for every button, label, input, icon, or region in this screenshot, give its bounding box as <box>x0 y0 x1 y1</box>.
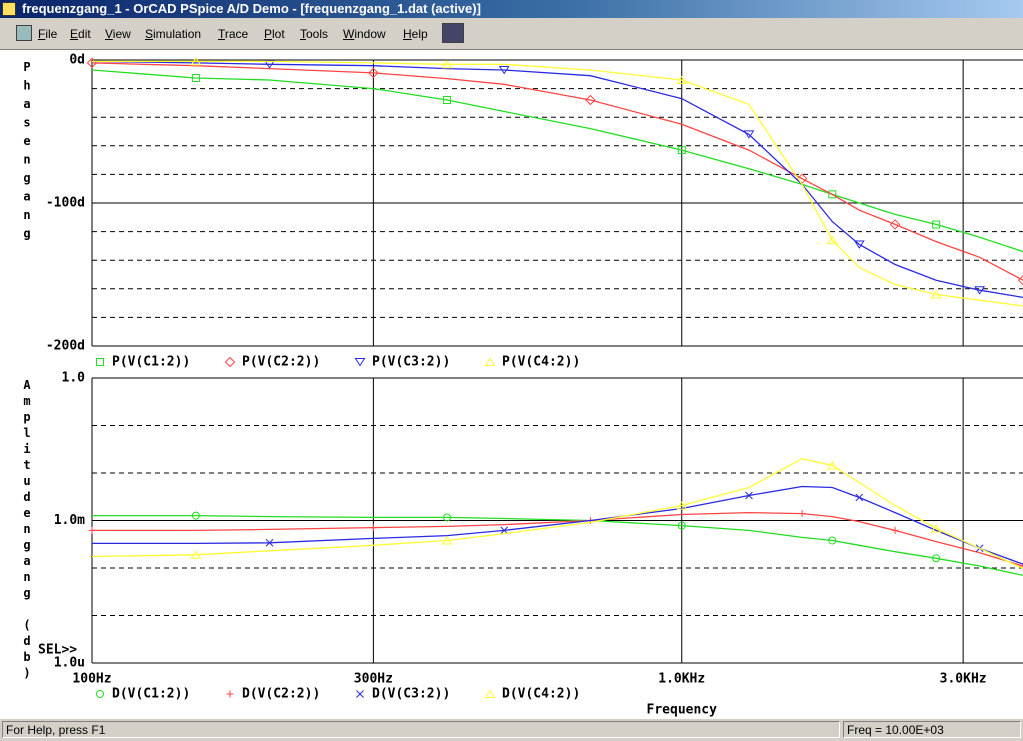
data-marker <box>1019 562 1023 570</box>
series-line <box>91 458 1023 569</box>
x-tick-label: 300Hz <box>354 672 393 687</box>
data-marker <box>798 510 806 518</box>
legend-marker <box>354 358 366 367</box>
menu-bar: File Edit View Simulation Trace Plot Too… <box>0 18 1023 50</box>
series-line <box>92 514 1023 577</box>
data-marker <box>891 526 899 534</box>
plot-window: SEL>> -200d -100d 0d P(V(C1:2)) P(V(C2:2)) P(V… <box>38 53 1023 718</box>
menu-item[interactable]: Help <box>403 27 428 41</box>
series-line <box>91 60 1023 299</box>
data-marker <box>585 94 596 106</box>
y-tick-label: 1.0u <box>54 656 85 671</box>
data-marker <box>441 59 453 69</box>
y-tick-label: 1.0 <box>62 371 86 386</box>
legend-label: P(V(C1:2)) <box>112 355 190 370</box>
data-marker <box>88 526 96 534</box>
data-marker <box>369 524 377 532</box>
menu-item[interactable]: Plot <box>264 27 285 41</box>
data-marker <box>930 524 942 533</box>
data-marker <box>826 461 838 470</box>
status-bar: For Help, press F1 Freq = 10.00E+03 <box>0 719 1023 741</box>
status-freq: Freq = 10.00E+03 <box>843 721 1021 738</box>
data-marker <box>853 240 865 249</box>
legend-label: D(V(C2:2)) <box>242 687 320 702</box>
legend-marker <box>224 356 236 368</box>
data-marker <box>796 173 808 184</box>
y-tick-label: 0d <box>69 53 85 68</box>
status-help: For Help, press F1 <box>2 721 840 738</box>
data-marker <box>745 491 753 500</box>
series-line <box>92 485 1023 565</box>
legend-marker <box>96 358 104 366</box>
legend-label: P(V(C3:2)) <box>372 355 450 370</box>
toolbar-button[interactable] <box>442 23 464 43</box>
legend-marker <box>96 690 105 698</box>
menu-item[interactable]: View <box>105 27 131 41</box>
data-marker <box>828 536 837 545</box>
data-marker <box>443 96 452 105</box>
legend-marker <box>356 690 364 698</box>
data-marker <box>974 286 986 295</box>
x-axis-title: Frequency <box>647 703 718 718</box>
data-marker <box>368 67 379 79</box>
legend-marker <box>484 357 496 366</box>
data-marker <box>932 220 941 229</box>
data-marker <box>855 493 864 502</box>
title-bar: frequenzgang_1 - OrCAD PSpice A/D Demo -… <box>0 0 1023 18</box>
menu-item[interactable]: Trace <box>218 27 249 41</box>
series-line <box>92 511 1023 567</box>
data-marker <box>190 550 202 559</box>
data-marker <box>265 538 274 547</box>
data-marker <box>930 290 942 299</box>
doc-icon[interactable] <box>16 25 32 41</box>
data-marker <box>441 536 453 545</box>
legend-marker <box>226 690 234 698</box>
window-title: frequenzgang_1 - OrCAD PSpice A/D Demo -… <box>22 1 481 16</box>
data-marker <box>676 75 688 85</box>
app-icon <box>2 2 16 16</box>
y-tick-label: 1.0m <box>54 513 85 528</box>
menu-item[interactable]: Edit <box>70 27 91 41</box>
menu-item[interactable]: File <box>38 27 58 41</box>
data-marker <box>677 146 686 155</box>
legend-label: P(V(C2:2)) <box>242 355 320 370</box>
data-marker <box>190 57 202 66</box>
data-marker <box>677 521 686 530</box>
y-axis-title: Phasengang <box>20 60 34 245</box>
series-line <box>92 60 1023 307</box>
menu-item[interactable]: Simulation <box>145 27 202 41</box>
series-line <box>91 69 1023 253</box>
data-marker <box>676 501 688 510</box>
data-marker <box>191 511 200 520</box>
sel-marker: SEL>> <box>38 643 77 658</box>
menu-item[interactable]: Tools <box>300 27 329 41</box>
x-tick-label: 100Hz <box>72 672 111 687</box>
x-tick-label: 1.0KHz <box>658 672 705 687</box>
legend-label: P(V(C4:2)) <box>502 355 580 370</box>
data-marker <box>743 130 755 139</box>
series-line <box>91 62 1023 281</box>
y-tick-label: -200d <box>46 339 85 354</box>
legend-label: D(V(C4:2)) <box>502 687 580 702</box>
legend-label: D(V(C1:2)) <box>112 687 190 702</box>
data-marker <box>1017 275 1023 286</box>
y-tick-label: -100d <box>46 196 85 211</box>
data-marker <box>826 235 838 245</box>
y-axis-title: Amplitudengang (db) <box>20 378 34 682</box>
data-marker <box>932 554 941 563</box>
data-marker <box>191 74 200 83</box>
legend-marker <box>484 689 496 698</box>
menu-item[interactable]: Window <box>343 27 386 41</box>
data-marker <box>828 190 837 199</box>
data-marker <box>498 66 510 75</box>
x-tick-label: 3.0KHz <box>940 672 987 687</box>
legend-label: D(V(C3:2)) <box>372 687 450 702</box>
data-marker <box>889 219 901 230</box>
data-marker <box>443 513 452 522</box>
